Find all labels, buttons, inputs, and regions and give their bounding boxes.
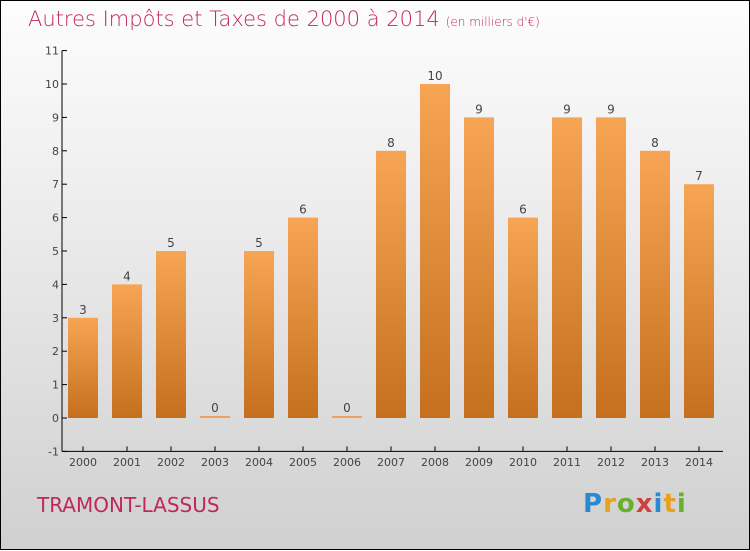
x-tick-label: 2010	[509, 456, 537, 469]
data-label: 0	[343, 401, 351, 415]
unit-label: (en milliers d'€)	[445, 15, 540, 29]
y-tick-label: 9	[52, 111, 59, 124]
bar	[684, 184, 714, 418]
x-tick-label: 2003	[201, 456, 229, 469]
data-label: 0	[211, 401, 219, 415]
x-tick-label: 2000	[69, 456, 97, 469]
x-tick-label: 2006	[333, 456, 361, 469]
bar	[200, 416, 230, 418]
title-text: Autres Impôts et Taxes de 2000 à 2014	[28, 7, 440, 31]
bar	[332, 416, 362, 418]
x-tick-label: 2004	[245, 456, 273, 469]
x-tick-label: 2012	[597, 456, 625, 469]
y-tick-label: 5	[52, 245, 59, 258]
commune-name: TRAMONT-LASSUS	[37, 493, 220, 517]
data-label: 7	[695, 169, 703, 183]
chart-title: Autres Impôts et Taxes de 2000 à 2014 (en…	[28, 7, 540, 31]
y-tick-label: 4	[52, 278, 59, 291]
x-tick-label: 2011	[553, 456, 581, 469]
bar	[244, 251, 274, 418]
data-label: 9	[475, 102, 483, 116]
data-label: 8	[651, 136, 659, 150]
y-tick-label: -1	[48, 445, 59, 458]
data-label: 4	[123, 269, 131, 283]
y-tick-label: 11	[45, 45, 59, 58]
bar	[552, 117, 582, 419]
data-label: 9	[563, 102, 571, 116]
x-tick-label: 2014	[685, 456, 713, 469]
bar	[596, 117, 626, 419]
bar	[640, 150, 670, 419]
y-tick-label: 10	[45, 78, 59, 91]
data-label: 9	[607, 102, 615, 116]
bar	[420, 84, 450, 418]
x-tick-label: 2002	[157, 456, 185, 469]
bar	[68, 317, 98, 418]
x-tick-label: 2008	[421, 456, 449, 469]
y-tick-label: 8	[52, 145, 59, 158]
data-label: 6	[519, 203, 527, 217]
x-tick-label: 2013	[641, 456, 669, 469]
bar	[376, 150, 406, 419]
data-label: 5	[255, 236, 263, 250]
bar	[508, 217, 538, 418]
x-tick-label: 2009	[465, 456, 493, 469]
y-tick-label: 0	[52, 412, 59, 425]
data-label: 8	[387, 136, 395, 150]
x-tick-label: 2007	[377, 456, 405, 469]
data-label: 3	[79, 303, 87, 317]
y-tick-label: 1	[52, 379, 59, 392]
y-tick-label: 6	[52, 212, 59, 225]
data-label: 5	[167, 236, 175, 250]
proxiti-logo[interactable]: Proxiti	[583, 489, 687, 519]
data-label: 10	[427, 69, 442, 83]
y-tick-label: 3	[52, 312, 59, 325]
bar	[464, 117, 494, 419]
bar	[156, 251, 186, 418]
x-tick-label: 2001	[113, 456, 141, 469]
y-tick-label: 2	[52, 345, 59, 358]
bar	[288, 217, 318, 418]
x-tick-label: 2005	[289, 456, 317, 469]
y-tick-label: 7	[52, 178, 59, 191]
data-label: 6	[299, 203, 307, 217]
bar	[112, 284, 142, 418]
